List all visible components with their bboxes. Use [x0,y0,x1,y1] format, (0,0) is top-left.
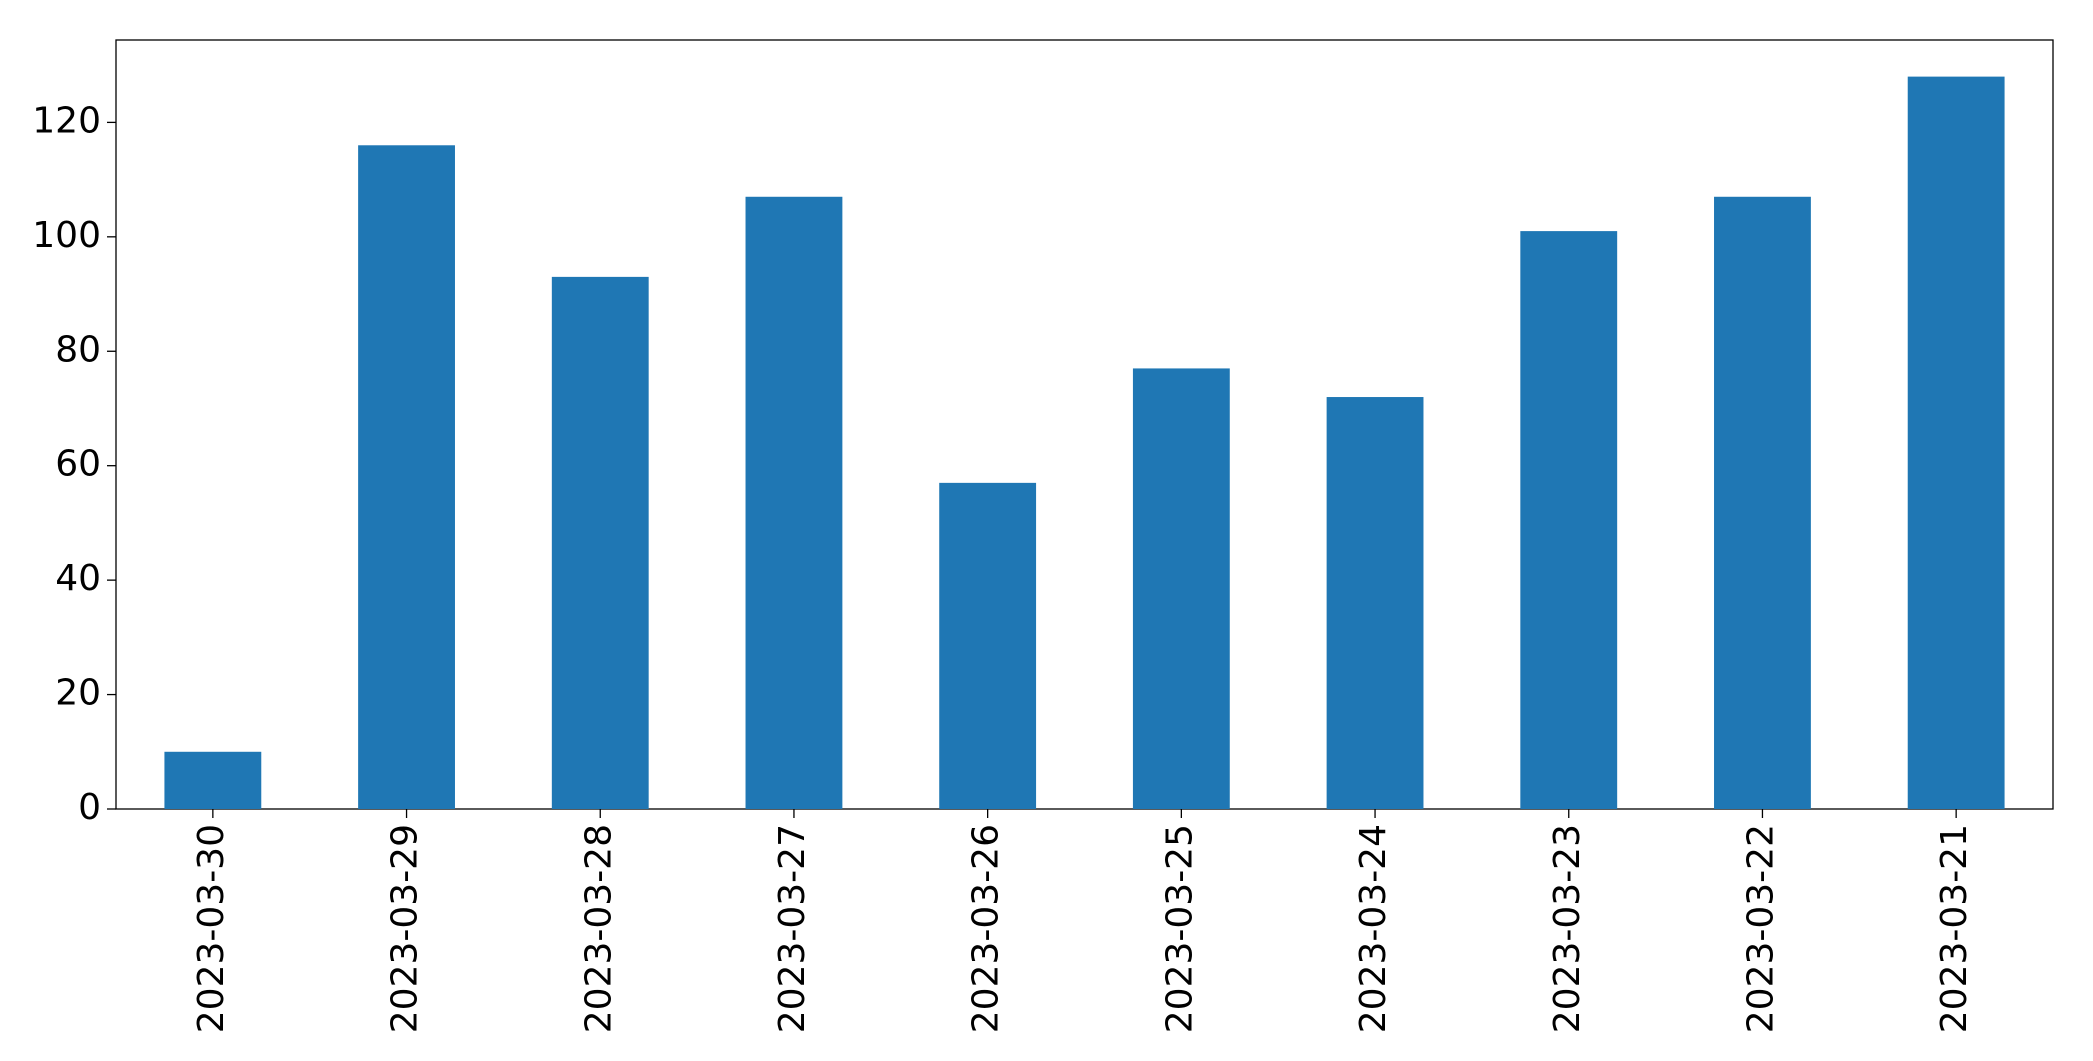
y-tick-label: 20 [55,673,101,714]
bar [1714,196,1811,810]
bar [1520,231,1618,809]
x-tick-label: 2023-03-27 [772,824,813,1033]
x-tick-label: 2023-03-22 [1740,824,1781,1033]
x-tick-label: 2023-03-24 [1353,824,1394,1033]
plot-frame [115,39,2054,810]
bar [551,276,649,809]
y-tick-label: 40 [55,558,101,599]
y-tick-label: 120 [32,100,101,141]
bar [1907,76,2005,810]
x-tick-label: 2023-03-29 [385,824,426,1033]
bar [358,145,455,809]
x-tick-label: 2023-03-25 [1159,824,1200,1033]
bar [1326,397,1424,809]
bar [745,196,843,810]
x-tick-label: 2023-03-23 [1547,824,1588,1033]
y-tick-label: 60 [55,444,101,485]
y-tick-label: 0 [78,787,101,828]
y-tick-label: 100 [32,215,101,256]
bar [1132,368,1230,809]
bar [939,482,1037,809]
x-tick-label: 2023-03-26 [966,824,1007,1033]
y-tick-label: 80 [55,329,101,370]
x-tick-label: 2023-03-21 [1934,824,1975,1033]
x-tick-label: 2023-03-30 [191,824,232,1033]
x-tick-label: 2023-03-28 [578,824,619,1033]
bar [164,751,262,809]
